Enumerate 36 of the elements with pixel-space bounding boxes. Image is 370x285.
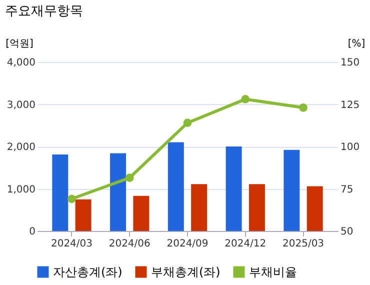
bar xyxy=(168,142,184,231)
chart-title: 주요재무항목 xyxy=(5,4,84,19)
bar xyxy=(191,184,208,231)
legend-label: 부채총계(좌) xyxy=(151,265,220,279)
legend-label: 자산총계(좌) xyxy=(53,265,122,279)
legend-label: 부채비율 xyxy=(249,265,297,279)
bar xyxy=(75,199,92,231)
y2-axis-title: [%] xyxy=(348,38,366,50)
y-tick-label: 3,000 xyxy=(6,100,36,111)
y-axis-title: [억원] xyxy=(6,38,34,50)
y-tick-label: 0 xyxy=(29,226,36,238)
y2-tick-label: 75 xyxy=(340,184,354,196)
point xyxy=(241,95,250,104)
bar xyxy=(133,196,150,231)
y-tick-label: 1,000 xyxy=(6,184,36,196)
y-tick-label: 2,000 xyxy=(6,142,36,153)
point xyxy=(299,103,308,112)
x-tick-label: 2024/12 xyxy=(224,238,266,250)
x-tick-label: 2024/09 xyxy=(166,238,208,250)
point xyxy=(183,118,192,128)
x-tick-label: 2024/06 xyxy=(108,238,150,250)
bar xyxy=(306,186,323,231)
bar xyxy=(110,153,126,231)
y2-tick-label: 150 xyxy=(340,58,360,68)
bar xyxy=(226,146,242,231)
y2-tick-label: 50 xyxy=(340,226,354,238)
bar xyxy=(284,150,300,231)
bar xyxy=(52,154,68,231)
x-tick-label: 2025/03 xyxy=(282,238,324,250)
y-tick-label: 4,000 xyxy=(6,58,36,68)
point xyxy=(125,174,134,182)
y2-tick-label: 125 xyxy=(340,100,360,111)
x-tick-label: 2024/03 xyxy=(50,238,93,250)
y2-tick-label: 100 xyxy=(340,142,360,153)
point xyxy=(68,194,76,204)
bar xyxy=(248,184,265,231)
